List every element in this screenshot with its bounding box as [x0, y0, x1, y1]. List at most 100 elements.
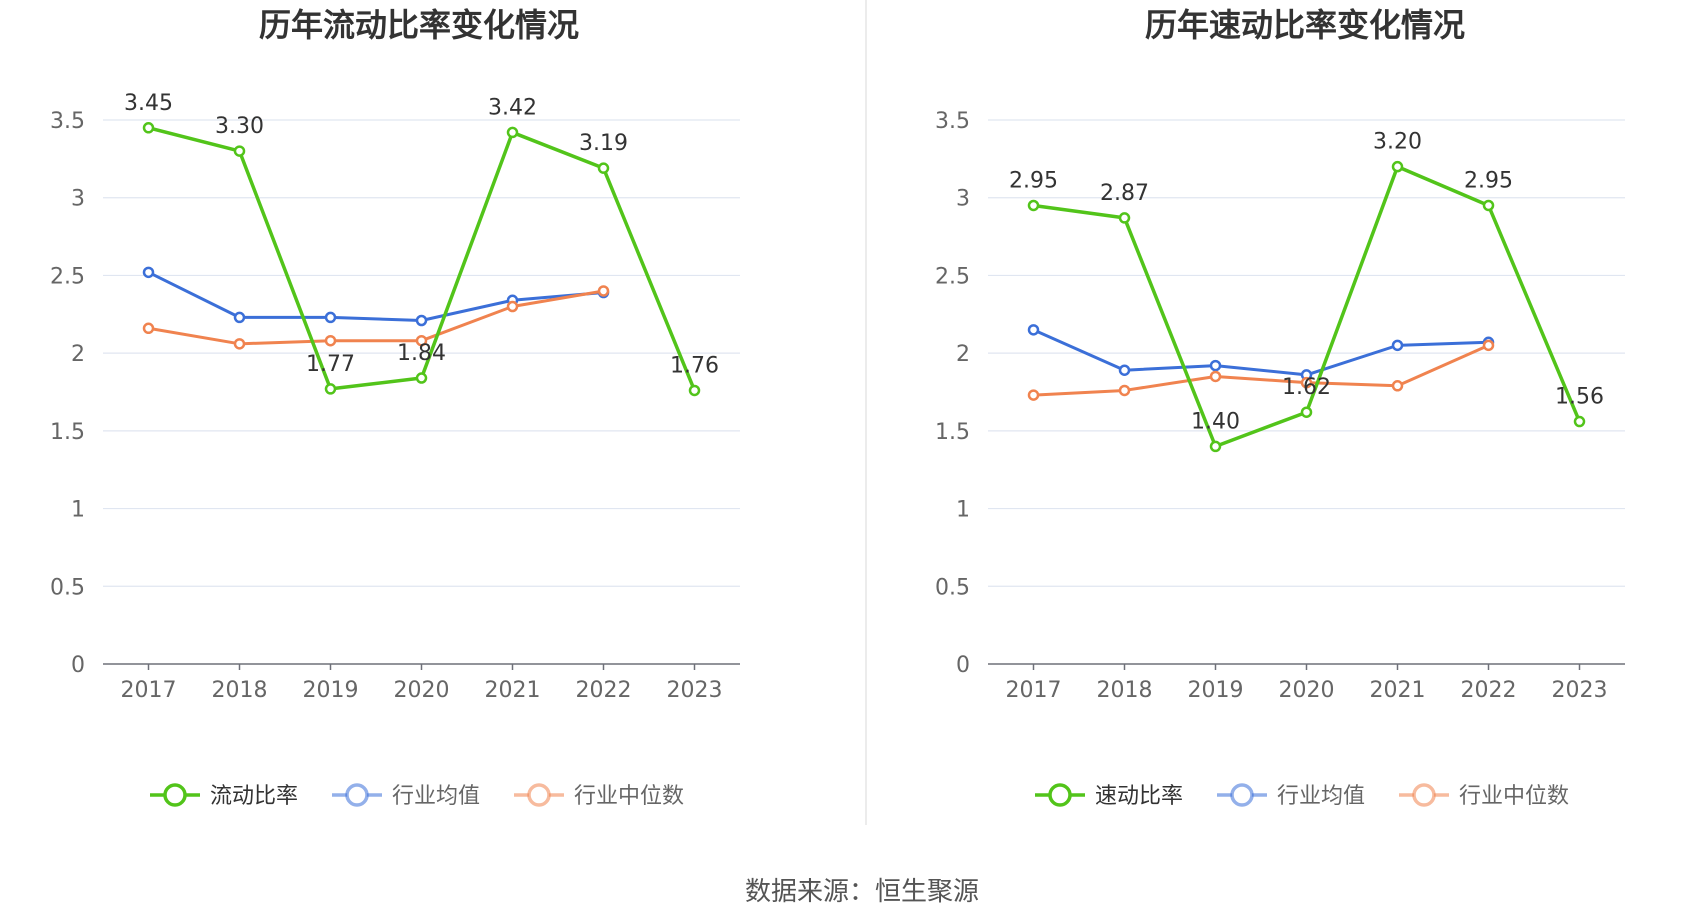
legend-marker: [1048, 783, 1072, 807]
legend-entry: 速动比率: [1095, 784, 1183, 809]
chart-title: 历年流动比率变化情况: [259, 6, 579, 44]
data-label: 3.20: [1373, 130, 1422, 155]
y-tick-label: 2.5: [50, 264, 85, 289]
data-label: 3.45: [124, 91, 173, 116]
data-point: [1209, 440, 1222, 453]
x-tick-label: 2020: [1279, 678, 1335, 703]
y-tick-label: 3.5: [50, 109, 85, 134]
data-label: 1.56: [1555, 385, 1604, 410]
series-line-3: [1033, 344, 1490, 397]
y-tick-label: 0.5: [935, 575, 970, 600]
y-tick-label: 2: [956, 342, 970, 367]
x-tick-label: 2021: [1370, 678, 1426, 703]
data-point: [142, 322, 155, 335]
data-point: [1391, 380, 1404, 392]
data-label: 1.40: [1191, 409, 1240, 434]
x-tick-label: 2022: [576, 678, 632, 703]
data-point: [1209, 359, 1222, 372]
y-tick-label: 3.5: [935, 109, 970, 134]
data-point: [1118, 364, 1131, 376]
data-point: [1573, 415, 1586, 428]
data-point: [415, 372, 428, 384]
legend-entry: 行业均值: [1277, 784, 1365, 809]
data-point: [1027, 389, 1040, 401]
legend-marker: [527, 783, 551, 807]
data-point: [142, 122, 155, 134]
data-label: 1.76: [670, 353, 719, 378]
data-point: [1027, 324, 1040, 336]
series-line-2: [147, 270, 604, 323]
series-line-3: [148, 289, 604, 346]
legend-marker: [345, 783, 369, 807]
data-point: [1391, 339, 1404, 352]
x-tick-label: 2018: [1097, 678, 1153, 703]
data-point: [1300, 376, 1313, 389]
data-point: [1482, 199, 1495, 212]
legend-entry: 行业中位数: [574, 784, 684, 809]
x-tick-label: 2019: [1188, 678, 1244, 703]
data-label: 2.95: [1009, 168, 1058, 193]
data-point: [1118, 212, 1131, 224]
y-tick-label: 2.5: [935, 264, 970, 289]
data-label: 3.30: [215, 114, 264, 139]
data-label: 1.62: [1282, 375, 1331, 400]
legend-marker: [163, 783, 187, 807]
data-label: 1.84: [397, 341, 446, 366]
data-point: [415, 314, 428, 327]
y-tick-label: 0: [956, 653, 970, 678]
data-point: [1027, 199, 1040, 212]
y-tick-label: 3: [71, 187, 85, 212]
data-label: 2.95: [1464, 168, 1513, 193]
x-tick-label: 2022: [1461, 678, 1517, 703]
y-tick-label: 3: [956, 187, 970, 212]
y-tick-label: 2: [71, 342, 85, 367]
data-point: [597, 162, 610, 174]
legend-entry: 行业中位数: [1459, 784, 1569, 809]
series-line-1: [1033, 164, 1582, 449]
data-point: [1482, 339, 1495, 352]
data-point: [688, 384, 701, 397]
x-tick-label: 2017: [121, 678, 177, 703]
chart-title: 历年速动比率变化情况: [1145, 6, 1465, 44]
data-label: 3.42: [488, 95, 537, 120]
data-label: 1.77: [306, 352, 355, 377]
data-point: [415, 334, 428, 347]
chart-panel-2: 历年速动比率变化情况 0 0.5 1 1.5 2 2.5 3 3.5 2017 2018 2019 20…: [935, 6, 1625, 809]
y-tick-label: 1.5: [50, 420, 85, 445]
data-point: [233, 338, 246, 350]
data-point: [324, 311, 337, 324]
legend-marker: [1230, 783, 1254, 807]
data-label: 2.87: [1100, 181, 1149, 206]
data-point: [506, 126, 519, 139]
x-tick-label: 2019: [303, 678, 359, 703]
data-point: [506, 300, 519, 313]
series-line-2: [1032, 328, 1489, 377]
y-tick-label: 1.5: [935, 420, 970, 445]
y-tick-label: 0.5: [50, 575, 85, 600]
data-label: 3.19: [579, 131, 628, 156]
data-point: [324, 334, 337, 347]
x-tick-label: 2023: [667, 678, 723, 703]
data-point: [1118, 384, 1131, 397]
legend-entry: 行业均值: [392, 784, 480, 809]
y-tick-label: 1: [71, 498, 85, 523]
legend-marker: [1412, 783, 1436, 807]
x-tick-label: 2021: [485, 678, 541, 703]
data-point: [597, 285, 610, 297]
x-tick-label: 2020: [394, 678, 450, 703]
y-tick-label: 1: [956, 498, 970, 523]
data-point: [1391, 160, 1404, 173]
data-point: [233, 145, 246, 157]
data-point: [142, 266, 155, 279]
data-point: [1300, 406, 1313, 418]
x-tick-label: 2023: [1552, 678, 1608, 703]
data-point: [233, 311, 246, 324]
data-point: [1209, 370, 1222, 383]
x-tick-label: 2017: [1006, 678, 1062, 703]
data-source-label: 数据来源：恒生聚源: [745, 877, 979, 907]
data-point: [324, 383, 337, 395]
legend-entry: 流动比率: [210, 784, 298, 809]
y-tick-label: 0: [71, 653, 85, 678]
x-tick-label: 2018: [212, 678, 268, 703]
